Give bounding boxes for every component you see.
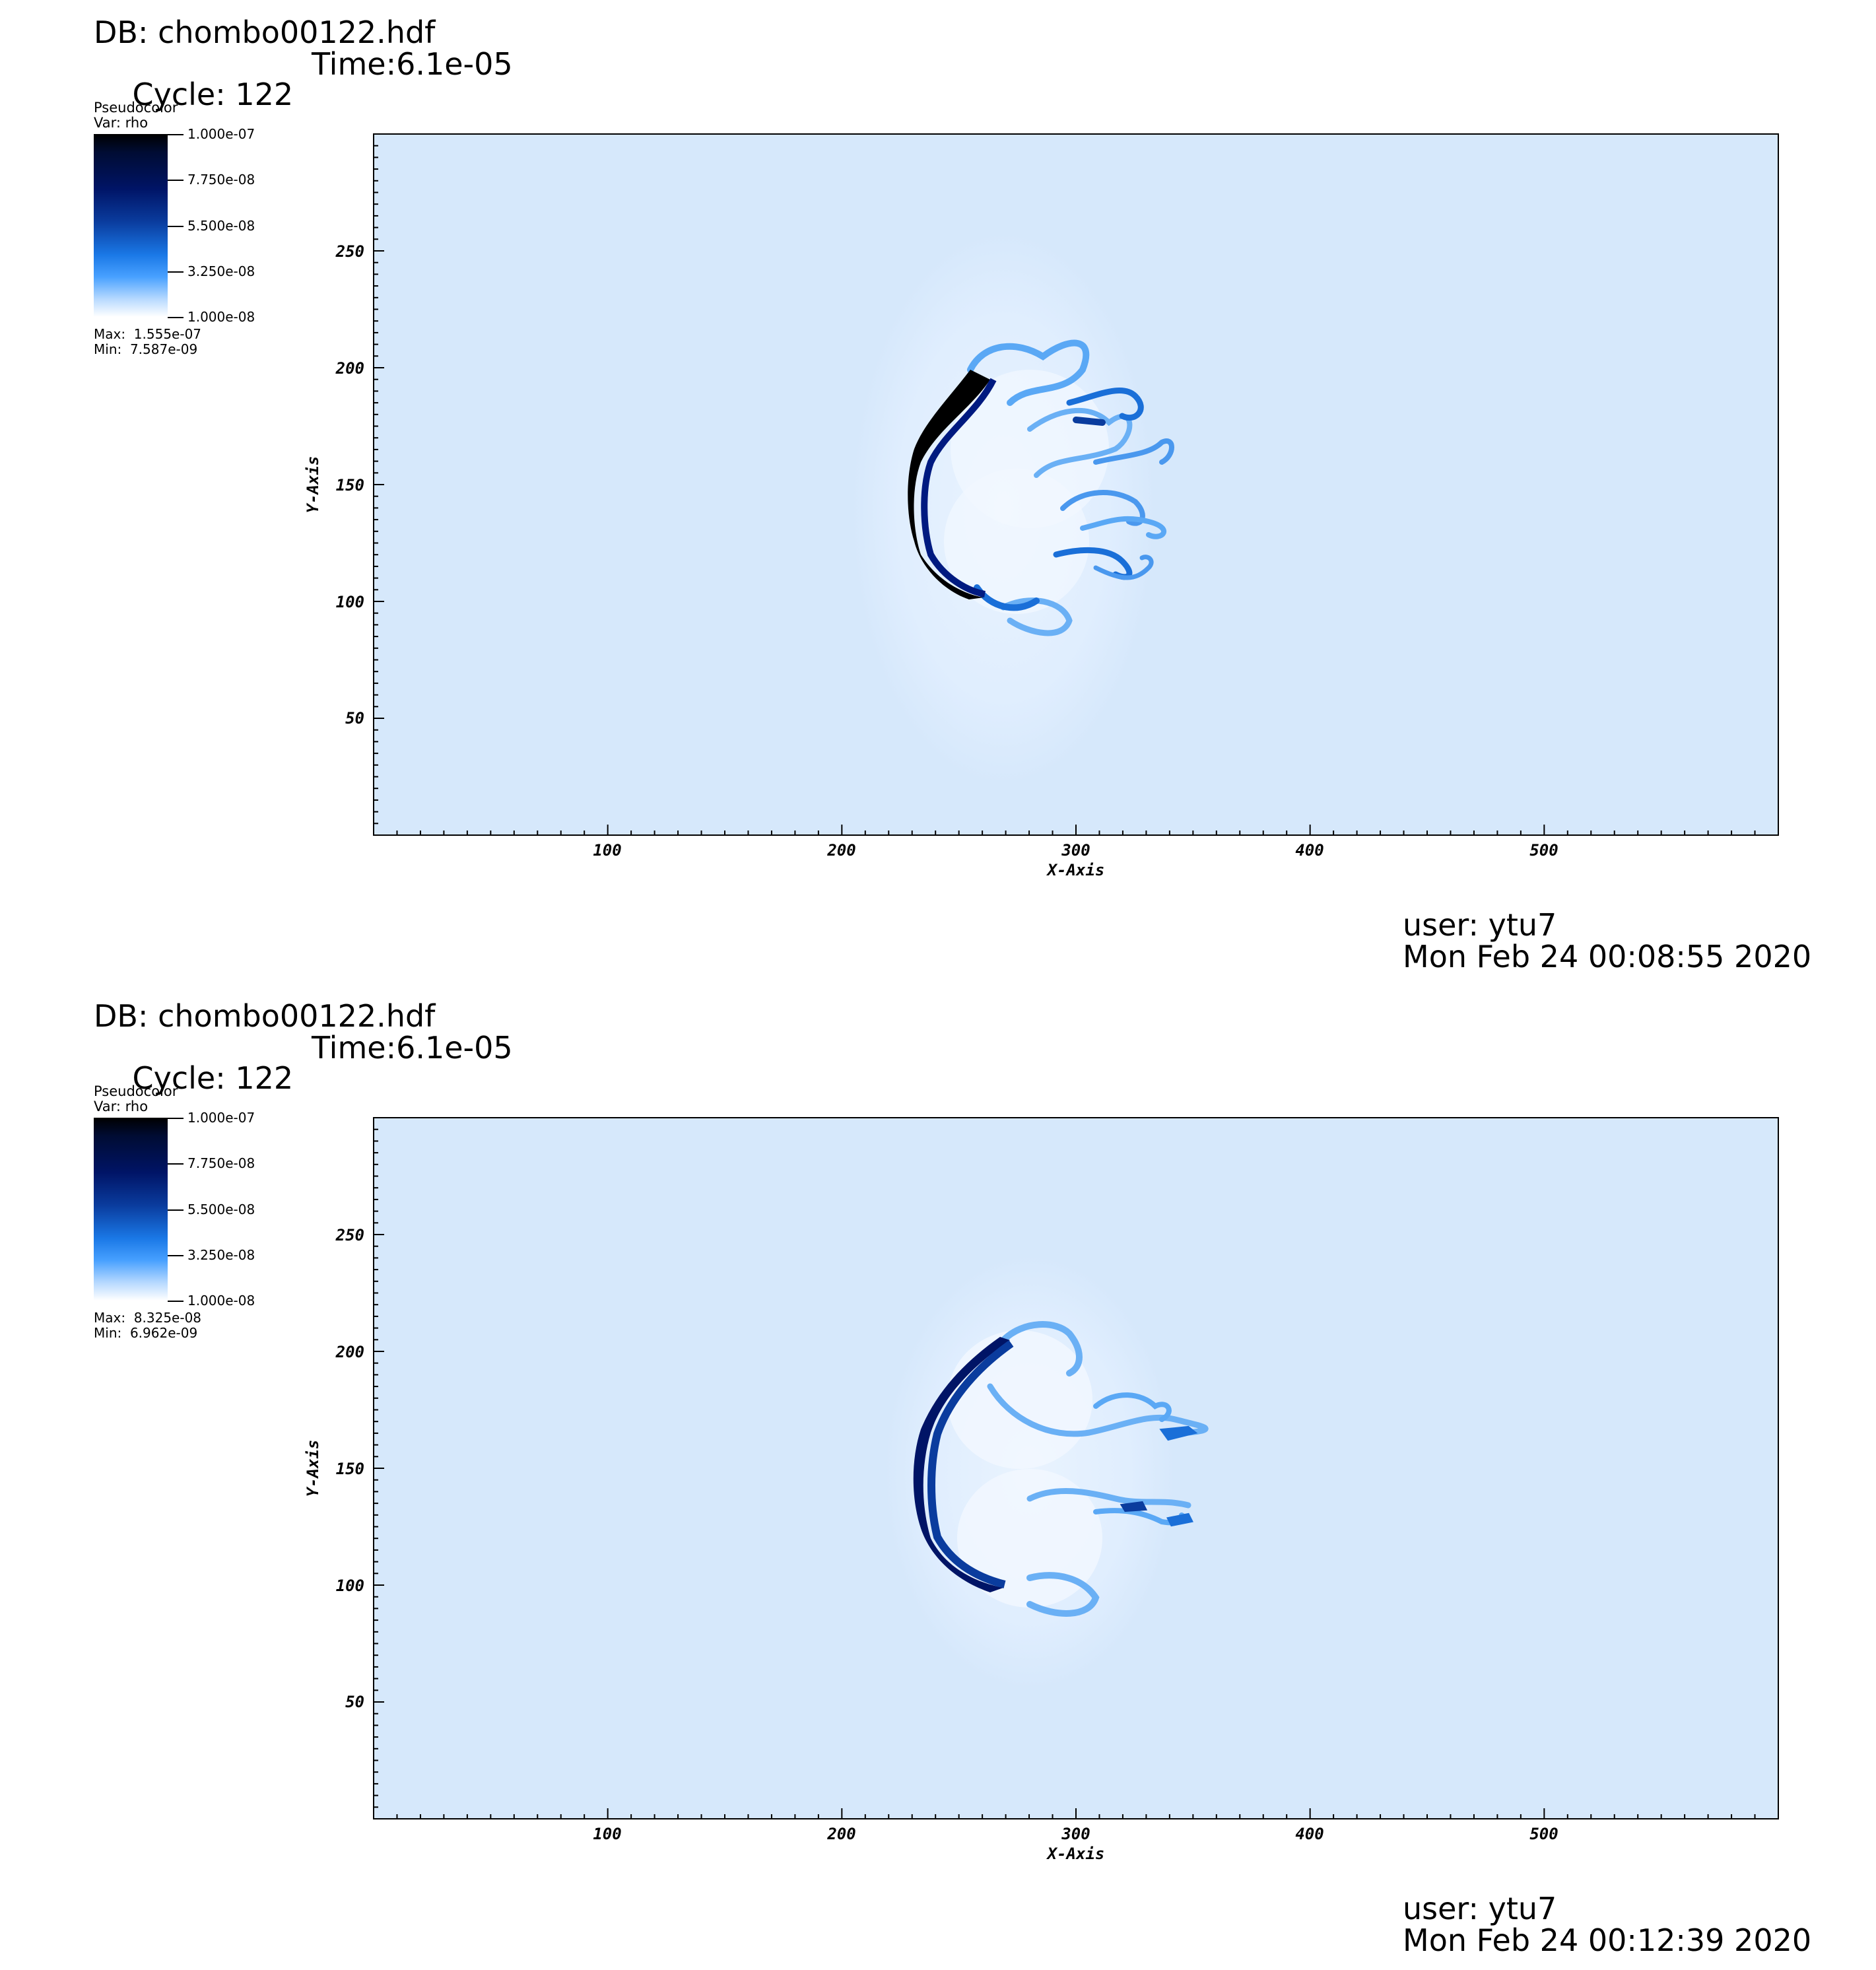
x-tick-label: 400 bbox=[1295, 841, 1323, 860]
colorbar-tick bbox=[168, 1118, 184, 1119]
legend-min: Min: 6.962e-09 bbox=[94, 1325, 198, 1341]
x-tick-label: 300 bbox=[1061, 841, 1090, 860]
x-tick-label: 100 bbox=[593, 841, 621, 860]
bow-shock bbox=[908, 370, 990, 599]
colorbar-tick bbox=[168, 226, 184, 227]
x-tick-label: 200 bbox=[826, 841, 855, 860]
database-label: DB: chombo00122.hdf bbox=[94, 15, 436, 50]
colorbar-tick-label: 5.500e-08 bbox=[187, 218, 255, 234]
legend-max: Max: 1.555e-07 bbox=[94, 326, 202, 342]
x-tick-label: 300 bbox=[1061, 1825, 1090, 1843]
axis-ticks bbox=[374, 1128, 1756, 1819]
user-label: user: ytu7 bbox=[1403, 1891, 1557, 1926]
x-tick-label: 400 bbox=[1295, 1825, 1323, 1843]
date-label: Mon Feb 24 00:08:55 2020 bbox=[1403, 939, 1812, 974]
user-label: user: ytu7 bbox=[1403, 907, 1557, 943]
legend-variable: Var: rho bbox=[94, 1099, 149, 1114]
y-tick-label: 150 bbox=[336, 1460, 364, 1478]
colorbar-tick-label: 5.500e-08 bbox=[187, 1202, 255, 1217]
y-tick-label: 200 bbox=[335, 1343, 364, 1361]
x-axis-title: X-Axis bbox=[1046, 1845, 1105, 1863]
legend-header: Pseudocolor Var: rho bbox=[94, 100, 178, 131]
bow-shock-edge bbox=[927, 1340, 1014, 1588]
colorbar-tick-label: 7.750e-08 bbox=[187, 1155, 255, 1171]
legend-plot-type: Pseudocolor bbox=[94, 1083, 178, 1099]
colorbar-tick bbox=[168, 1209, 184, 1211]
colorbar-tick bbox=[168, 1301, 184, 1302]
time-label: Time:6.1e-05 bbox=[312, 1030, 513, 1066]
legend-max: Max: 8.325e-08 bbox=[94, 1310, 202, 1326]
y-tick-labels: 50 100 150 200 250 bbox=[335, 242, 364, 728]
y-tick-label: 50 bbox=[345, 1693, 364, 1711]
cycle-value: Cycle: 122 bbox=[132, 1060, 294, 1096]
colorbar-tick-label: 1.000e-07 bbox=[187, 1110, 255, 1126]
y-tick-label: 150 bbox=[336, 476, 364, 494]
y-tick-label: 100 bbox=[336, 593, 364, 611]
colorbar-tick bbox=[168, 134, 184, 135]
colorbar-tick bbox=[168, 271, 184, 273]
bow-shock bbox=[913, 1337, 1010, 1592]
plot-canvas-1: 100 200 300 400 500 50 100 150 200 250 X… bbox=[304, 133, 1779, 879]
y-tick-label: 50 bbox=[345, 709, 364, 728]
x-axis-title: X-Axis bbox=[1046, 861, 1105, 879]
y-tick-label: 250 bbox=[335, 242, 364, 261]
colorbar-tick bbox=[168, 1255, 184, 1256]
x-tick-labels: 100 200 300 400 500 bbox=[593, 1825, 1558, 1843]
cycle-value: Cycle: 122 bbox=[132, 77, 294, 112]
colorbar-tick-label: 3.250e-08 bbox=[187, 1247, 255, 1263]
vortex bbox=[957, 1469, 1102, 1608]
colorbar-tick-label: 3.250e-08 bbox=[187, 263, 255, 279]
database-label: DB: chombo00122.hdf bbox=[94, 998, 436, 1034]
y-tick-label: 100 bbox=[336, 1577, 364, 1595]
x-tick-label: 500 bbox=[1529, 841, 1558, 860]
x-tick-label: 100 bbox=[593, 1825, 621, 1843]
y-axis-title: Y-Axis bbox=[304, 1440, 322, 1497]
vortex bbox=[944, 469, 1089, 614]
x-tick-label: 200 bbox=[826, 1825, 855, 1843]
colorbar-tick-label: 7.750e-08 bbox=[187, 172, 255, 187]
time-label: Time:6.1e-05 bbox=[312, 46, 513, 82]
legend-plot-type: Pseudocolor bbox=[94, 100, 178, 116]
plot-panel-2: DB: chombo00122.hdf Cycle: 122 Time:6.1e… bbox=[0, 984, 1876, 1967]
colorbar-tick-label: 1.000e-08 bbox=[187, 309, 255, 325]
legend-header: Pseudocolor Var: rho bbox=[94, 1084, 178, 1114]
plot-canvas-2: 100 200 300 400 500 50 100 150 200 250 X… bbox=[304, 1117, 1779, 1863]
y-tick-label: 250 bbox=[335, 1226, 364, 1244]
date-label: Mon Feb 24 00:12:39 2020 bbox=[1403, 1922, 1812, 1958]
colorbar-tick-label: 1.000e-08 bbox=[187, 1293, 255, 1308]
axis-ticks bbox=[374, 145, 1756, 835]
colorbar-tick bbox=[168, 1163, 184, 1165]
cycle-label: Cycle: 122 Time:6.1e-05 bbox=[94, 1033, 513, 1154]
cycle-label: Cycle: 122 Time:6.1e-05 bbox=[94, 49, 513, 170]
y-axis-title: Y-Axis bbox=[304, 456, 322, 514]
y-tick-labels: 50 100 150 200 250 bbox=[335, 1226, 364, 1711]
legend-min: Min: 7.587e-09 bbox=[94, 341, 198, 357]
legend-variable: Var: rho bbox=[94, 115, 149, 131]
x-tick-label: 500 bbox=[1529, 1825, 1558, 1843]
colorbar-tick bbox=[168, 180, 184, 181]
bow-shock-edge bbox=[921, 378, 997, 597]
colorbar bbox=[94, 1118, 168, 1301]
x-tick-labels: 100 200 300 400 500 bbox=[593, 841, 1558, 860]
filaments bbox=[987, 1321, 1209, 1617]
plot-panel-1: DB: chombo00122.hdf Cycle: 122 Time:6.1e… bbox=[0, 0, 1876, 984]
colorbar bbox=[94, 134, 168, 317]
vortex bbox=[947, 1330, 1092, 1469]
filaments bbox=[967, 339, 1174, 636]
colorbar-tick-label: 1.000e-07 bbox=[187, 126, 255, 142]
colorbar-tick bbox=[168, 317, 184, 318]
y-tick-label: 200 bbox=[335, 359, 364, 378]
